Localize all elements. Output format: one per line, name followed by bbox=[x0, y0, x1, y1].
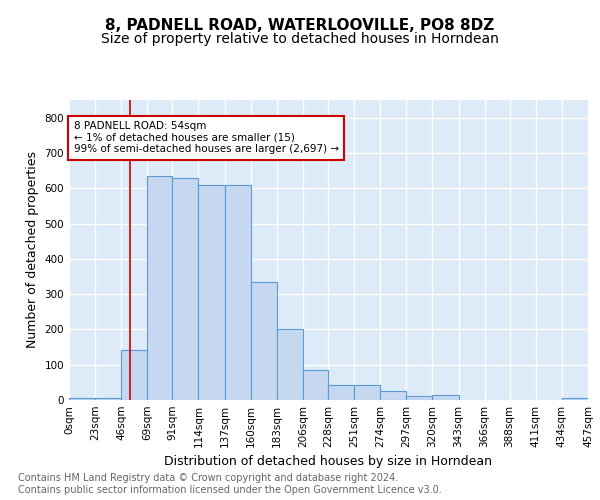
Bar bbox=[303, 370, 328, 400]
Bar bbox=[328, 385, 354, 400]
Bar bbox=[277, 330, 303, 400]
Bar bbox=[172, 178, 199, 400]
Bar bbox=[251, 282, 277, 400]
Bar bbox=[121, 350, 148, 400]
Bar bbox=[224, 186, 251, 400]
Bar bbox=[69, 398, 95, 400]
Bar bbox=[406, 396, 433, 400]
Bar bbox=[148, 176, 172, 400]
Text: 8, PADNELL ROAD, WATERLOOVILLE, PO8 8DZ: 8, PADNELL ROAD, WATERLOOVILLE, PO8 8DZ bbox=[106, 18, 494, 32]
Bar bbox=[562, 398, 588, 400]
Bar bbox=[95, 398, 121, 400]
Text: Contains HM Land Registry data © Crown copyright and database right 2024.
Contai: Contains HM Land Registry data © Crown c… bbox=[18, 474, 442, 495]
Text: 8 PADNELL ROAD: 54sqm
← 1% of detached houses are smaller (15)
99% of semi-detac: 8 PADNELL ROAD: 54sqm ← 1% of detached h… bbox=[74, 121, 338, 154]
Bar bbox=[354, 385, 380, 400]
Bar bbox=[433, 396, 458, 400]
Bar bbox=[380, 391, 406, 400]
Text: Size of property relative to detached houses in Horndean: Size of property relative to detached ho… bbox=[101, 32, 499, 46]
Bar bbox=[199, 186, 224, 400]
X-axis label: Distribution of detached houses by size in Horndean: Distribution of detached houses by size … bbox=[164, 456, 493, 468]
Y-axis label: Number of detached properties: Number of detached properties bbox=[26, 152, 39, 348]
